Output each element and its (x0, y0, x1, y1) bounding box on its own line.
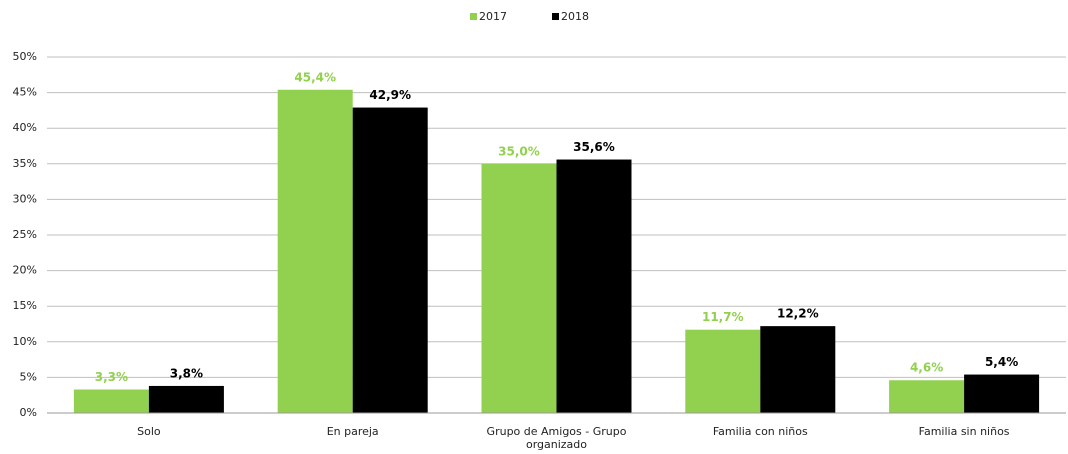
legend-swatch (552, 13, 559, 20)
value-label: 3,8% (170, 366, 203, 380)
value-label: 35,6% (573, 140, 615, 154)
bar (760, 326, 836, 413)
value-label: 42,9% (369, 88, 411, 102)
x-tick-label: Familia sin niños (918, 425, 1010, 438)
bar (481, 163, 557, 413)
value-label: 4,6% (910, 361, 943, 375)
y-tick-label: 15% (13, 299, 37, 312)
x-tick-label: En pareja (326, 425, 379, 438)
y-tick-label: 10% (13, 335, 37, 348)
y-tick-label: 20% (13, 264, 37, 277)
legend-label: 2017 (479, 10, 507, 23)
x-tick-label: Solo (137, 425, 161, 438)
y-tick-label: 5% (20, 370, 37, 383)
y-tick-label: 0% (20, 406, 37, 419)
y-tick-label: 40% (13, 121, 37, 134)
value-label: 3,3% (95, 370, 128, 384)
value-label: 11,7% (702, 310, 744, 324)
x-tick-label: Grupo de Amigos - Grupo organizado (486, 425, 627, 451)
value-label: 35,0% (498, 144, 540, 158)
y-tick-label: 30% (13, 192, 37, 205)
legend-label: 2018 (561, 10, 589, 23)
value-label: 12,2% (777, 307, 819, 321)
y-tick-label: 35% (13, 157, 37, 170)
bar (352, 107, 428, 413)
bar (964, 374, 1040, 413)
y-tick-label: 45% (13, 86, 37, 99)
value-label: 5,4% (985, 355, 1018, 369)
bar (889, 380, 965, 413)
x-tick-label: Familia con niños (712, 425, 808, 438)
bar (556, 159, 632, 413)
bar (277, 89, 353, 413)
y-tick-label: 25% (13, 228, 37, 241)
bar (685, 329, 761, 413)
y-tick-label: 50% (13, 50, 37, 63)
legend-swatch (470, 13, 477, 20)
bar (148, 385, 224, 413)
bar (73, 389, 149, 413)
value-label: 45,4% (294, 70, 336, 84)
